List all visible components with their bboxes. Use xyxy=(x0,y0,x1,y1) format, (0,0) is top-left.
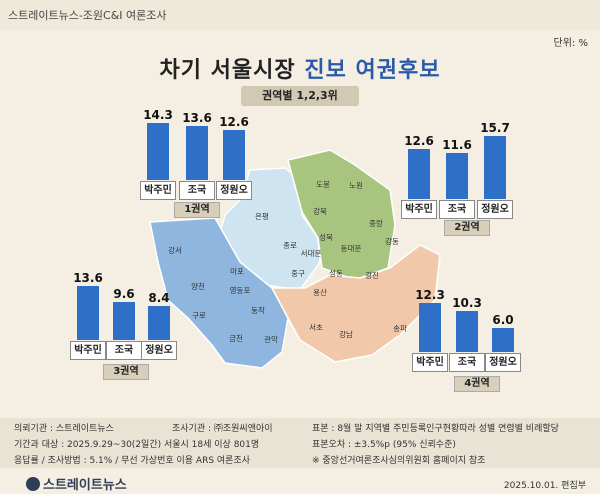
region-label: 1권역 xyxy=(174,202,220,218)
bar xyxy=(147,122,169,180)
candidate-label: 정원오 xyxy=(485,353,521,372)
district-label: 강남 xyxy=(339,329,353,339)
candidate-label: 박주민 xyxy=(70,341,106,360)
data-label: 12.6 xyxy=(404,133,434,148)
district-label: 노원 xyxy=(349,181,363,190)
bar xyxy=(223,129,245,180)
footer-sample: 표본 : 8월 말 지역별 주민등록인구현황따라 성별 연령별 비례할당 xyxy=(312,424,559,434)
district-label: 중구 xyxy=(291,269,305,278)
candidate-label: 박주민 xyxy=(401,200,437,219)
bar xyxy=(456,310,478,352)
district-label: 종로 xyxy=(283,241,297,250)
footer: 의뢰기관 : 스트레이트뉴스 조사기관 : ㈜조원씨앤아이 표본 : 8월 말 … xyxy=(0,418,600,468)
bar xyxy=(113,301,135,340)
bar xyxy=(446,152,468,199)
footer-client: 의뢰기관 : 스트레이트뉴스 xyxy=(14,424,114,434)
data-label: 11.6 xyxy=(442,137,472,152)
region-label: 4권역 xyxy=(454,376,500,392)
district-label: 송파 xyxy=(393,324,407,333)
district-label: 광진 xyxy=(365,270,379,280)
district-label: 은평 xyxy=(255,211,269,221)
region-label: 2권역 xyxy=(444,220,490,236)
candidate-label: 정원오 xyxy=(216,181,252,200)
district-label: 강북 xyxy=(313,206,327,216)
data-label: 10.3 xyxy=(452,295,482,310)
district-label: 금천 xyxy=(229,333,243,343)
data-label: 6.0 xyxy=(492,313,514,327)
data-label: 14.3 xyxy=(143,107,173,122)
district-label: 관악 xyxy=(264,334,278,344)
bar xyxy=(492,328,514,352)
data-label: 9.6 xyxy=(113,286,135,301)
candidate-label: 박주민 xyxy=(140,181,176,200)
district-label: 동대문 xyxy=(341,244,362,253)
district-label: 강서 xyxy=(168,245,182,255)
candidate-label: 박주민 xyxy=(412,353,448,372)
footer-method: 응답률 / 조사방법 : 5.1% / 무선 가상번호 이용 ARS 여론조사 xyxy=(14,456,251,466)
chart-title: 차기 서울시장 진보 여권후보 xyxy=(0,52,600,84)
district-label: 용산 xyxy=(313,287,327,297)
footer-note: ※ 중앙선거여론조사심의위원회 홈페이지 참조 xyxy=(312,456,486,466)
data-label: 8.4 xyxy=(148,291,170,306)
bar xyxy=(484,136,506,199)
district-label: 성북 xyxy=(319,233,333,242)
bar xyxy=(148,306,170,340)
title-part2: 진보 여권후보 xyxy=(304,58,441,83)
district-label: 구로 xyxy=(192,311,206,320)
district-label: 강동 xyxy=(385,236,399,246)
logo-text: 스트레이트뉴스 xyxy=(43,478,127,493)
district-label: 영등포 xyxy=(230,285,251,295)
logo: 스트레이트뉴스 xyxy=(26,474,127,493)
data-label: 13.6 xyxy=(73,270,103,285)
candidate-label: 조국 xyxy=(179,181,215,200)
district-label: 마포 xyxy=(230,267,244,276)
source-credit: 스트레이트뉴스-조원C&I 여론조사 xyxy=(8,9,167,22)
zone4-area xyxy=(270,244,441,363)
district-label: 양천 xyxy=(191,281,205,291)
district-label: 성동 xyxy=(329,269,343,278)
candidate-label: 정원오 xyxy=(141,341,177,360)
bar xyxy=(186,125,208,180)
candidate-label: 조국 xyxy=(106,341,142,360)
data-label: 13.6 xyxy=(182,110,212,125)
district-label: 도봉 xyxy=(316,180,330,189)
footer-period: 기간과 대상 : 2025.9.29~30(2일간) 서울시 18세 이상 80… xyxy=(14,440,260,450)
candidate-label: 조국 xyxy=(449,353,485,372)
data-label: 15.7 xyxy=(480,121,510,136)
district-label: 동작 xyxy=(251,305,265,315)
district-label: 서대문 xyxy=(301,249,322,258)
bar xyxy=(77,285,99,340)
unit-label: 단위: % xyxy=(553,38,588,49)
district-label: 중랑 xyxy=(369,219,383,228)
logo-mark xyxy=(26,477,40,491)
bar xyxy=(419,302,441,352)
district-label: 서초 xyxy=(309,323,323,332)
zone3-area xyxy=(149,217,289,369)
title-part1: 차기 서울시장 xyxy=(159,58,296,83)
bar xyxy=(408,148,430,199)
edit-date: 2025.10.01. 편집부 xyxy=(503,481,586,491)
candidate-label: 정원오 xyxy=(477,200,513,219)
candidate-label: 조국 xyxy=(439,200,475,219)
footer-margin: 표본오차 : ±3.5%p (95% 신뢰수준) xyxy=(312,440,456,450)
footer-agency: 조사기관 : ㈜조원씨앤아이 xyxy=(172,424,273,434)
top-bar: 스트레이트뉴스-조원C&I 여론조사 xyxy=(0,0,600,30)
data-label: 12.3 xyxy=(415,287,445,302)
chart-subtitle: 권역별 1,2,3위 xyxy=(241,86,359,106)
data-label: 12.6 xyxy=(219,114,249,129)
region-label: 3권역 xyxy=(103,364,149,380)
